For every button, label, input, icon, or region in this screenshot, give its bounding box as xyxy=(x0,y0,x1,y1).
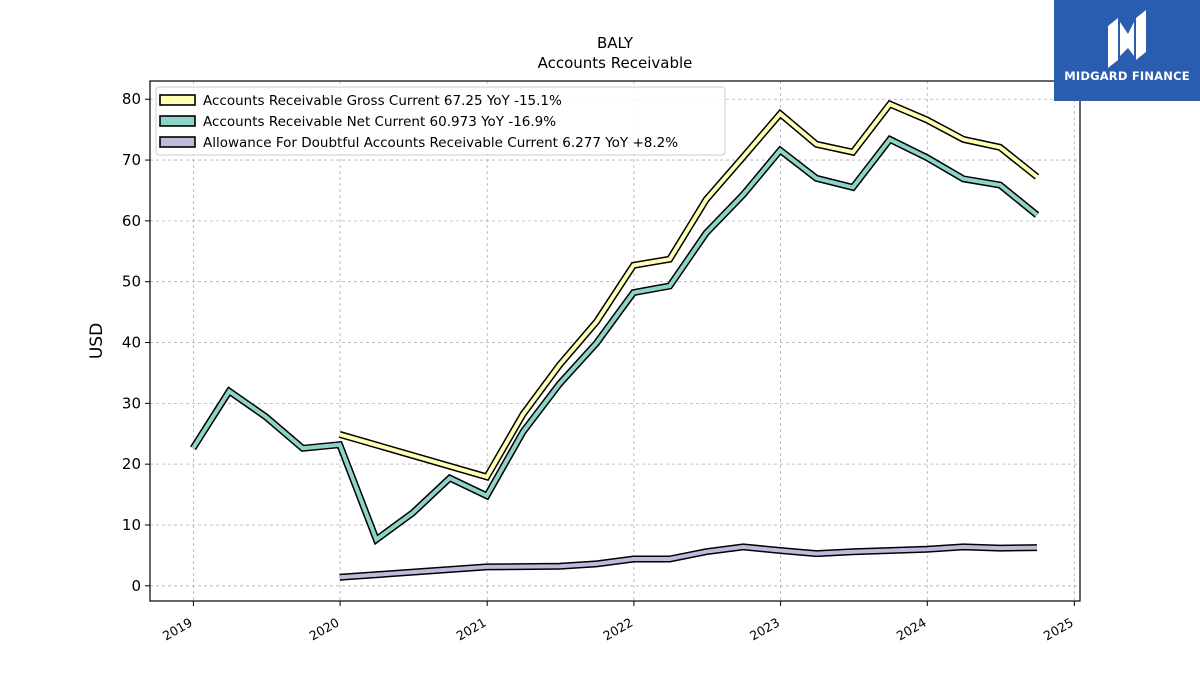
y-tick-label: 0 xyxy=(131,577,141,595)
x-tick-label: 2023 xyxy=(747,615,782,644)
series-line-2 xyxy=(191,136,1039,543)
y-tick-label: 10 xyxy=(122,516,141,534)
y-tick-label: 60 xyxy=(122,212,141,230)
legend-swatch-2 xyxy=(159,115,196,127)
y-tick-label: 80 xyxy=(122,90,141,108)
y-axis-label: USD xyxy=(87,323,107,359)
brand-name: MIDGARD FINANCE xyxy=(1064,69,1190,83)
legend-box xyxy=(155,86,726,156)
y-tick-label: 70 xyxy=(122,151,141,169)
legend-swatch-3 xyxy=(159,136,196,148)
series-line-1 xyxy=(339,101,1039,480)
midgard-logo-icon xyxy=(1108,10,1146,68)
plot-frame xyxy=(149,80,1081,602)
series-outline-3 xyxy=(339,543,1038,581)
legend-label-1: Accounts Receivable Gross Current 67.25 … xyxy=(203,93,562,109)
x-tick-label: 2021 xyxy=(454,615,489,644)
x-tick-label: 2020 xyxy=(307,615,342,644)
x-tick-label: 2019 xyxy=(160,615,195,644)
grid xyxy=(150,81,1080,601)
legend: Accounts Receivable Gross Current 67.25 … xyxy=(155,86,726,156)
x-tick-label: 2025 xyxy=(1041,615,1076,644)
chart-title: BALY xyxy=(597,34,634,52)
series-line-3 xyxy=(339,544,1038,580)
y-tick-label: 20 xyxy=(122,455,141,473)
y-tick-label: 40 xyxy=(122,334,141,352)
legend-swatch-1 xyxy=(159,94,196,106)
legend-label-2: Accounts Receivable Net Current 60.973 Y… xyxy=(203,114,556,130)
y-tick-label: 30 xyxy=(122,394,141,412)
x-tick-label: 2024 xyxy=(894,615,929,644)
legend-label-3: Allowance For Doubtful Accounts Receivab… xyxy=(203,135,678,151)
brand-logo: MIDGARD FINANCE xyxy=(1054,0,1200,101)
chart-subtitle: Accounts Receivable xyxy=(538,54,693,72)
y-tick-label: 50 xyxy=(122,273,141,291)
series-lines xyxy=(190,99,1040,581)
series-outline-2 xyxy=(190,134,1040,546)
x-tick-label: 2022 xyxy=(600,615,635,644)
